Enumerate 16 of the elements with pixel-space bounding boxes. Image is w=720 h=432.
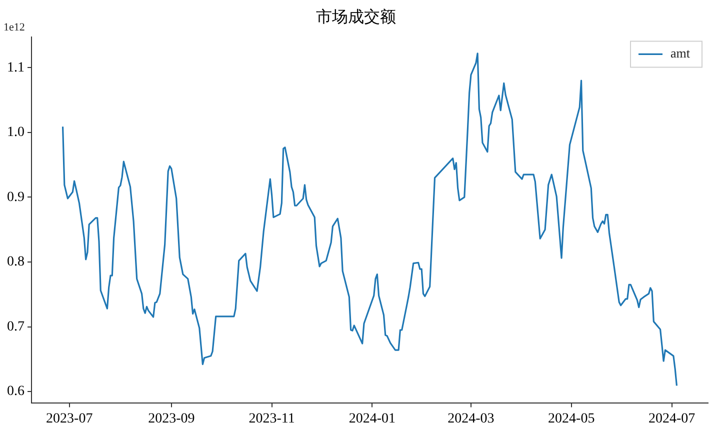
x-tick-label: 2024-05 bbox=[548, 411, 595, 426]
x-tick-label: 2024-07 bbox=[648, 411, 696, 426]
chart-title: 市场成交额 bbox=[316, 8, 396, 26]
y-tick-label: 0.6 bbox=[7, 384, 24, 400]
x-tick-label: 2024-01 bbox=[348, 411, 396, 426]
y-tick-label: 1.0 bbox=[7, 125, 24, 140]
y-tick-label: 1.1 bbox=[7, 60, 24, 76]
y-tick-label: 0.8 bbox=[7, 254, 24, 270]
x-tick-label: 2023-09 bbox=[148, 411, 195, 426]
x-tick-label: 2023-07 bbox=[46, 411, 93, 426]
text: 1e12 bbox=[4, 22, 25, 34]
x-tick-label: 2023-11 bbox=[248, 411, 295, 426]
x-tick-label: 2024-03 bbox=[448, 411, 494, 426]
legend-label: amt bbox=[670, 46, 690, 61]
y-tick-label: 0.9 bbox=[7, 190, 24, 205]
y-tick-label: 0.7 bbox=[7, 319, 24, 334]
